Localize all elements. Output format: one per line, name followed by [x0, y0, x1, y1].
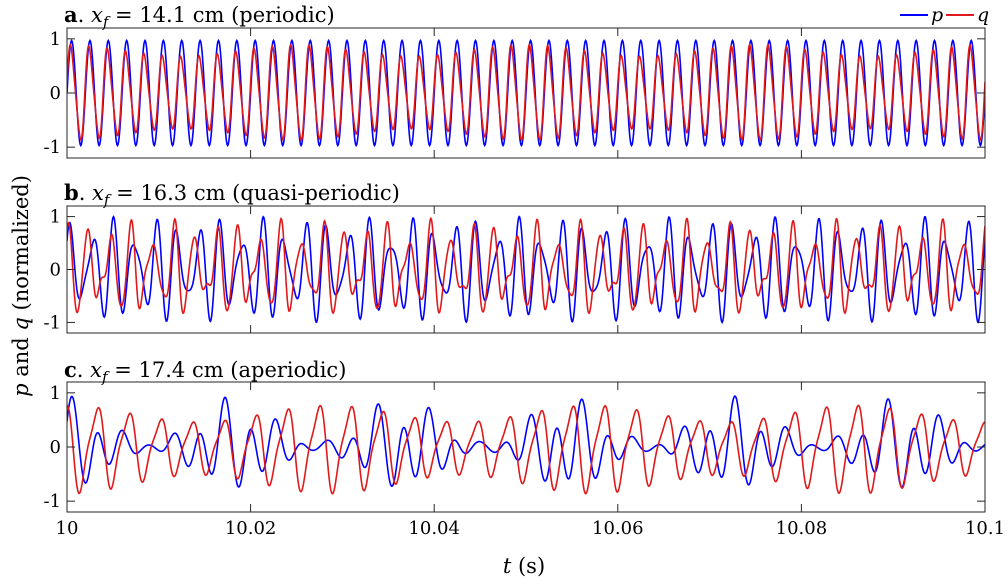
series-q-line	[67, 216, 985, 315]
y-tick-label: -1	[43, 491, 61, 512]
x-tick-label: 10.1	[965, 518, 1005, 539]
x-tick-label: 10.08	[776, 518, 828, 539]
panel-title-rest: = 16.3 cm (quasi-periodic)	[109, 181, 399, 205]
y-tick-label: 0	[50, 437, 61, 458]
panel-title-dot: .	[78, 3, 91, 27]
legend-p-label: p	[931, 4, 943, 26]
panel-title-symbol: x	[92, 181, 104, 205]
panel-title-dot: .	[79, 181, 92, 205]
y-axis-label-p: p	[9, 383, 33, 396]
y-axis-label-and: and	[9, 331, 33, 384]
x-tick-label: 10	[56, 518, 79, 539]
panel-title: b. xf = 16.3 cm (quasi-periodic)	[64, 180, 400, 209]
x-tick-label: 10.02	[225, 518, 277, 539]
panel-letter: c	[64, 357, 77, 382]
panel-title-rest: = 17.4 cm (aperiodic)	[108, 358, 347, 382]
series-q-line	[67, 43, 985, 142]
y-axis-label-rest: (normalized)	[9, 175, 33, 317]
panel-title-dot: .	[77, 358, 90, 382]
panel-title-subscript: f	[102, 13, 111, 31]
panel-title-symbol: x	[90, 358, 102, 382]
panel-title-rest: = 14.1 cm (periodic)	[108, 3, 334, 27]
panel-title: c. xf = 17.4 cm (aperiodic)	[64, 357, 346, 386]
panel-c: -1 0 1 10 10.02 10.04 10.06 10.08 10.1 c. xf = 17…	[43, 357, 1005, 539]
panel-title-subscript: f	[103, 191, 112, 209]
panel-b: -1 0 1b. xf = 16.3 cm (quasi-periodic)	[43, 180, 986, 334]
y-tick-label: -1	[43, 137, 61, 158]
panel-title: a. xf = 14.1 cm (periodic)	[64, 2, 335, 31]
y-axis-label: p and q (normalized)	[9, 175, 33, 397]
x-axis-label-t: t	[503, 554, 512, 578]
panel-a: -1 0 1a. xf = 14.1 cm (periodic)	[43, 2, 986, 159]
panel-letter: b	[64, 180, 79, 205]
y-tick-label: 0	[50, 260, 61, 281]
series-p-line	[67, 215, 985, 324]
y-tick-label: 0	[50, 83, 61, 104]
y-tick-label: 1	[50, 207, 61, 228]
x-tick-label: 10.04	[408, 518, 460, 539]
panel-title-subscript: f	[101, 368, 110, 386]
y-axis-label-q: q	[9, 317, 33, 330]
x-axis-label: t (s)	[503, 554, 545, 578]
legend-q-label: q	[977, 4, 989, 26]
panel-letter: a	[64, 2, 78, 27]
x-tick-label: 10.06	[592, 518, 644, 539]
series-q-line	[67, 404, 985, 495]
panel-title-symbol: x	[91, 3, 103, 27]
legend: p q	[900, 4, 989, 26]
y-tick-label: -1	[43, 312, 61, 333]
y-tick-label: 1	[50, 29, 61, 50]
y-tick-label: 1	[50, 383, 61, 404]
x-axis-label-rest: (s)	[511, 554, 545, 578]
